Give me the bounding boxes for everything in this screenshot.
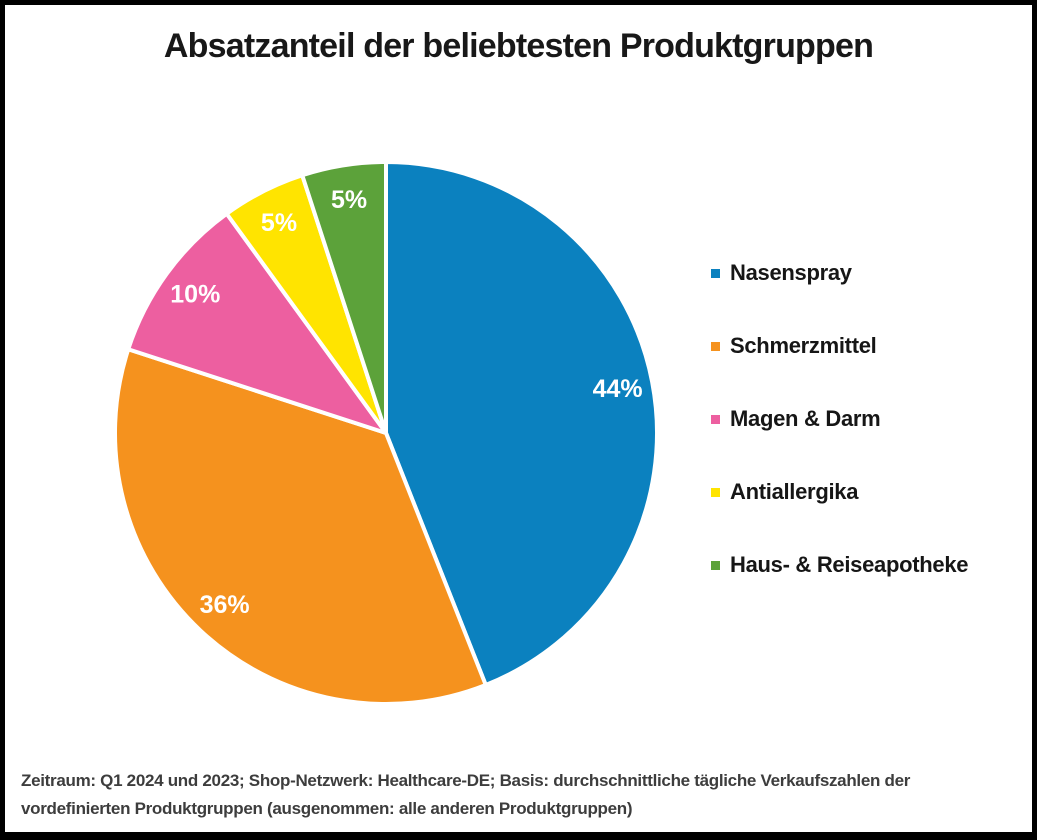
legend-item-nasenspray: Nasenspray: [711, 259, 968, 287]
legend-marker-icon: [711, 414, 720, 424]
pie-slice-label: 36%: [200, 591, 250, 619]
legend-item-antiallergika: Antiallergika: [711, 478, 968, 506]
pie-slice-label: 5%: [261, 209, 297, 237]
legend-label: Haus- & Reiseapotheke: [730, 552, 969, 577]
legend-marker-icon: [711, 268, 720, 278]
pie-slice-label: 44%: [593, 375, 643, 403]
pie-chart: 44% 36% 10% 5% 5%: [113, 160, 659, 706]
legend-label: Schmerzmittel: [730, 333, 877, 358]
legend-marker-icon: [711, 560, 720, 570]
pie-slice-label: 5%: [331, 186, 367, 214]
legend-marker-icon: [711, 341, 720, 351]
pie-slice-3: [126, 211, 388, 435]
legend-label: Magen & Darm: [730, 406, 881, 431]
pie-slice-2: [113, 347, 488, 706]
footnote: Zeitraum: Q1 2024 und 2023; Shop-Netzwer…: [21, 771, 911, 818]
legend-marker-icon: [711, 487, 720, 497]
legend-label: Nasenspray: [730, 260, 852, 285]
pie-slice-5: [300, 160, 388, 435]
pie-slice-label: 10%: [170, 280, 220, 308]
pie-slice-1: [384, 160, 659, 687]
legend-item-haus-reiseapotheke: Haus- & Reiseapotheke: [711, 551, 969, 579]
legend-item-schmerzmittel: Schmerzmittel: [711, 332, 968, 360]
legend: Nasenspray Schmerzmittel Magen & Darm An…: [711, 259, 969, 579]
legend-item-magen-darm: Magen & Darm: [711, 405, 968, 433]
legend-label: Antiallergika: [730, 479, 859, 504]
chart-title: Absatzanteil der beliebtesten Produktgru…: [163, 27, 874, 65]
